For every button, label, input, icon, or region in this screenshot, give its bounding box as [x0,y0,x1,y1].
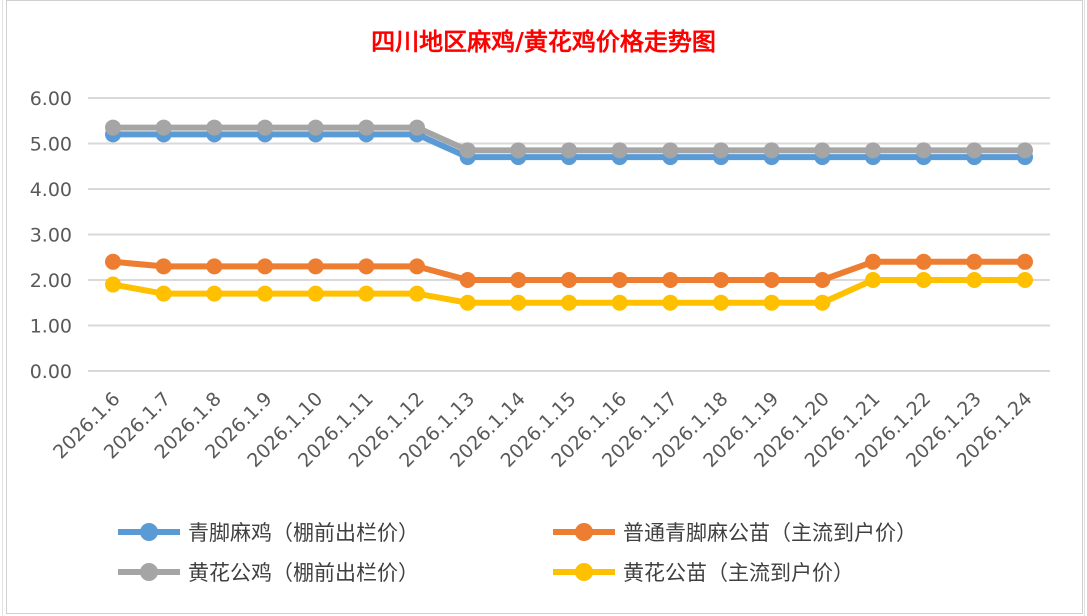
y-tick-label: 3.00 [30,225,72,247]
legend-label: 黄花公苗（主流到户价） [623,561,854,585]
data-point-1 [307,258,324,275]
data-point-2 [459,142,476,159]
data-point-1 [915,253,932,270]
legend-item-1[interactable]: 普通青脚麻公苗（主流到户价） [553,517,917,547]
data-point-1 [257,258,273,275]
data-point-2 [865,142,881,159]
data-point-1 [1017,253,1033,270]
data-point-1 [865,253,881,270]
data-point-1 [409,258,425,275]
data-point-3 [206,285,223,302]
data-point-1 [662,272,679,288]
y-tick-label: 0.00 [30,361,72,383]
data-point-3 [358,285,375,302]
data-point-3 [257,285,273,302]
data-point-3 [1017,272,1033,288]
data-point-3 [561,294,577,311]
data-point-2 [814,142,831,159]
chart-title: 四川地区麻鸡/黄花鸡价格走势图 [371,27,716,56]
data-point-1 [358,258,375,275]
data-point-1 [510,272,527,288]
data-point-3 [307,285,324,302]
sheet-gridline [1084,0,1085,616]
data-point-3 [510,294,527,311]
data-point-2 [155,119,172,136]
legend-label: 黄花公鸡（棚前出栏价） [188,561,419,585]
data-point-1 [561,272,577,288]
data-point-3 [155,285,172,302]
data-point-3 [915,272,932,288]
legend-item-3[interactable]: 黄花公苗（主流到户价） [553,557,854,587]
y-tick-label: 2.00 [30,270,72,292]
legend-item-2[interactable]: 黄花公鸡（棚前出栏价） [118,557,419,587]
sheet-gridline [2,0,3,616]
data-point-3 [662,294,679,311]
data-point-3 [713,294,729,311]
data-point-2 [966,142,983,159]
data-point-1 [763,272,780,288]
data-point-2 [662,142,679,159]
legend-swatch [118,559,180,585]
data-point-2 [307,119,324,136]
y-tick-label: 6.00 [30,88,72,110]
data-point-3 [459,294,476,311]
legend-swatch [118,519,180,545]
data-point-2 [206,119,223,136]
data-point-2 [611,142,628,159]
y-tick-label: 4.00 [30,179,72,201]
legend-swatch [553,519,615,545]
data-point-2 [763,142,780,159]
data-point-3 [611,294,628,311]
data-point-3 [763,294,780,311]
data-point-3 [105,276,121,293]
y-tick-label: 1.00 [30,316,72,338]
legend-label: 普通青脚麻公苗（主流到户价） [623,521,917,545]
legend-label: 青脚麻鸡（棚前出栏价） [188,521,419,545]
chart-area[interactable] [6,0,1083,614]
data-point-2 [713,142,729,159]
data-point-3 [865,272,881,288]
data-point-1 [966,253,983,270]
data-point-1 [105,253,121,270]
data-point-1 [155,258,172,275]
data-point-2 [915,142,932,159]
legend-swatch [553,559,615,585]
data-point-2 [409,119,425,136]
data-point-3 [966,272,983,288]
data-point-1 [459,272,476,288]
data-point-2 [358,119,375,136]
data-point-2 [257,119,273,136]
y-tick-label: 5.00 [30,134,72,156]
data-point-3 [409,285,425,302]
data-point-3 [814,294,831,311]
data-point-1 [713,272,729,288]
data-point-2 [1017,142,1033,159]
legend-item-0[interactable]: 青脚麻鸡（棚前出栏价） [118,517,419,547]
data-point-2 [561,142,577,159]
data-point-2 [510,142,527,159]
data-point-1 [206,258,223,275]
data-point-1 [814,272,831,288]
data-point-1 [611,272,628,288]
data-point-2 [105,119,121,136]
